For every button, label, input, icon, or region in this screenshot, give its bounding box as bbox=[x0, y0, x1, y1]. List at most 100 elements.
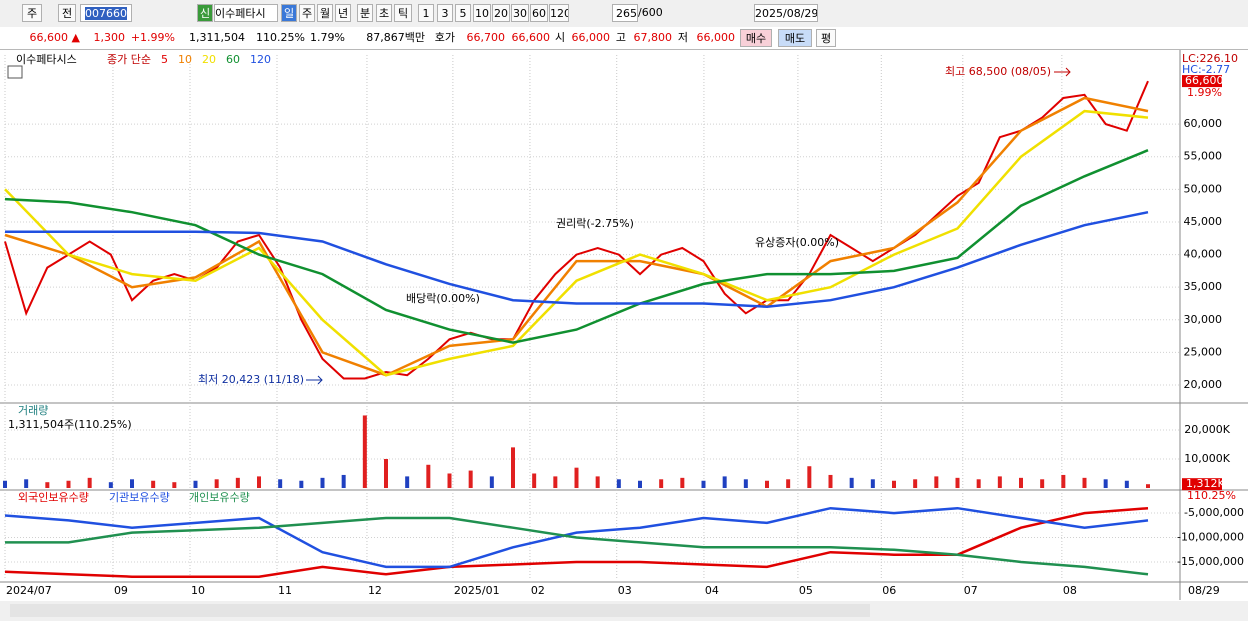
x-tick-label: 10 bbox=[191, 584, 205, 597]
toolbar-item[interactable]: 신 bbox=[197, 4, 213, 22]
legend-entry: 20 bbox=[202, 53, 216, 66]
volume-bar bbox=[426, 464, 431, 488]
volume-bar bbox=[384, 458, 388, 488]
toolbar-item[interactable]: 1 bbox=[418, 4, 434, 22]
price-line bbox=[4, 96, 1149, 377]
toolbar-item[interactable]: 110.25% bbox=[256, 31, 305, 44]
volume-bar bbox=[595, 476, 600, 488]
x-tick-label: 05 bbox=[799, 584, 813, 597]
volume-bar bbox=[743, 479, 748, 488]
annotation-arrow bbox=[1054, 67, 1071, 77]
toolbar-item[interactable]: 265 bbox=[612, 4, 638, 22]
toolbar-item[interactable]: 호가 bbox=[434, 31, 455, 44]
toolbar-item[interactable]: 고 bbox=[615, 31, 626, 44]
volume-tag bbox=[1182, 478, 1222, 491]
toolbar-item[interactable]: 66,000 bbox=[571, 31, 611, 44]
toolbar-item[interactable]: 60 bbox=[530, 4, 548, 22]
toolbar-item[interactable]: 시 bbox=[555, 31, 565, 44]
x-tick-label: 11 bbox=[278, 584, 292, 597]
toolbar-item[interactable]: 주 bbox=[22, 4, 42, 22]
toolbar-item[interactable]: 1.79% bbox=[310, 31, 345, 44]
scroll-track[interactable] bbox=[10, 604, 870, 617]
y-tick-label: 30,000 bbox=[1184, 313, 1223, 326]
y-tick-label: 20,000K bbox=[1184, 423, 1230, 436]
toolbar-item[interactable]: 일 bbox=[281, 4, 297, 22]
toolbar-item[interactable]: 틱 bbox=[394, 4, 412, 22]
volume-bar bbox=[1146, 484, 1150, 488]
x-tick-label: 2024/07 bbox=[6, 584, 52, 597]
annotation: 최고 68,500 (08/05) bbox=[945, 65, 1051, 78]
toolbar-item[interactable]: 평 bbox=[816, 29, 836, 47]
volume-bar bbox=[638, 480, 642, 488]
chart-legend-title: 이수페타시스 bbox=[16, 53, 77, 66]
volume-bar bbox=[468, 470, 473, 488]
toolbar-item[interactable]: 1,300 bbox=[93, 31, 126, 44]
toolbar-item[interactable]: 30 bbox=[511, 4, 529, 22]
toolbar-item[interactable]: 2025/08/29 bbox=[754, 4, 818, 22]
volume-bar bbox=[680, 477, 685, 488]
x-end-label: 08/29 bbox=[1188, 584, 1220, 597]
toolbar-item[interactable]: 초 bbox=[376, 4, 392, 22]
y-tick-label: 55,000 bbox=[1184, 150, 1223, 163]
x-tick-label: 02 bbox=[531, 584, 545, 597]
x-tick-label: 06 bbox=[882, 584, 896, 597]
legend-entry: 개인보유수량 bbox=[189, 491, 250, 504]
side-label: 66,600 bbox=[1185, 74, 1224, 87]
toolbar-row2: 66,600 ▲ 1,300 +1.99% 1,311,504 110.25% 1.79%… bbox=[0, 27, 1248, 50]
toolbar-item[interactable]: /600 bbox=[638, 6, 663, 19]
volume-bar bbox=[849, 477, 854, 488]
toolbar-item[interactable]: 매수 bbox=[740, 29, 772, 47]
volume-bar bbox=[1040, 479, 1045, 488]
volume-bar bbox=[193, 480, 198, 488]
annotation: 배당락(0.00%) bbox=[406, 292, 480, 305]
side-label: LC:226.10 bbox=[1182, 52, 1238, 65]
side-label: 110.25% bbox=[1187, 489, 1236, 502]
y-tick-label: 40,000 bbox=[1184, 248, 1223, 261]
toolbar-item[interactable]: 분 bbox=[357, 4, 373, 22]
toolbar-item[interactable]: 67,800 bbox=[633, 31, 673, 44]
volume-bar bbox=[511, 447, 515, 488]
toolbar-item[interactable]: 20 bbox=[492, 4, 510, 22]
volume-bar bbox=[3, 480, 7, 488]
legend-entry: 120 bbox=[250, 53, 271, 66]
volume-bar bbox=[1103, 479, 1108, 488]
volume-bar bbox=[1082, 477, 1087, 488]
holding-line bbox=[4, 506, 1149, 569]
toolbar-item[interactable]: 007660 bbox=[80, 4, 132, 22]
toolbar-item[interactable]: +1.99% bbox=[130, 31, 175, 44]
y-tick-label: 20,000 bbox=[1184, 378, 1223, 391]
toolbar-item[interactable]: 이수페타시 bbox=[214, 4, 278, 22]
y-tick-label: -15,000,000 bbox=[1177, 555, 1244, 568]
toolbar-item[interactable]: 저 bbox=[677, 31, 688, 44]
volume-bar bbox=[151, 480, 156, 488]
toolbar-item[interactable]: 66,700 bbox=[466, 31, 506, 44]
toolbar-item[interactable]: 매도 bbox=[778, 29, 812, 47]
toolbar-item[interactable]: 10 bbox=[473, 4, 491, 22]
toolbar-item[interactable]: 66,600 bbox=[511, 31, 551, 44]
toolbar-item[interactable]: 주 bbox=[299, 4, 315, 22]
volume-bar bbox=[1124, 480, 1129, 488]
toolbar-item[interactable]: 년 bbox=[335, 4, 351, 22]
toolbar-item[interactable]: 전 bbox=[58, 4, 76, 22]
volume-bar bbox=[362, 415, 367, 488]
legend-entry: 5 bbox=[161, 53, 168, 66]
toolbar-item[interactable]: 3 bbox=[437, 4, 453, 22]
icon[interactable] bbox=[7, 65, 23, 79]
toolbar-item[interactable]: 120 bbox=[549, 4, 569, 22]
price-line bbox=[4, 149, 1149, 344]
volume-bar bbox=[341, 474, 346, 488]
toolbar-item[interactable]: 1,311,504 bbox=[189, 31, 245, 44]
toolbar-item[interactable]: 월 bbox=[317, 4, 333, 22]
volume-bar bbox=[24, 479, 29, 488]
legend-entry: 10 bbox=[178, 53, 192, 66]
chart: 2024/07 09 10 11 12 2025/01 02 03 04 05 06 07 08 08/2… bbox=[0, 50, 1248, 621]
toolbar-item[interactable]: 66,000 bbox=[696, 31, 736, 44]
volume-bar bbox=[934, 476, 939, 488]
volume-bar bbox=[214, 479, 219, 488]
volume-bar bbox=[299, 480, 304, 488]
toolbar-item[interactable]: 66,600 ▲ bbox=[29, 31, 80, 44]
toolbar-item[interactable]: 87,867백만 bbox=[366, 31, 425, 44]
y-tick-label: 45,000 bbox=[1184, 215, 1223, 228]
toolbar-item[interactable]: 5 bbox=[455, 4, 471, 22]
